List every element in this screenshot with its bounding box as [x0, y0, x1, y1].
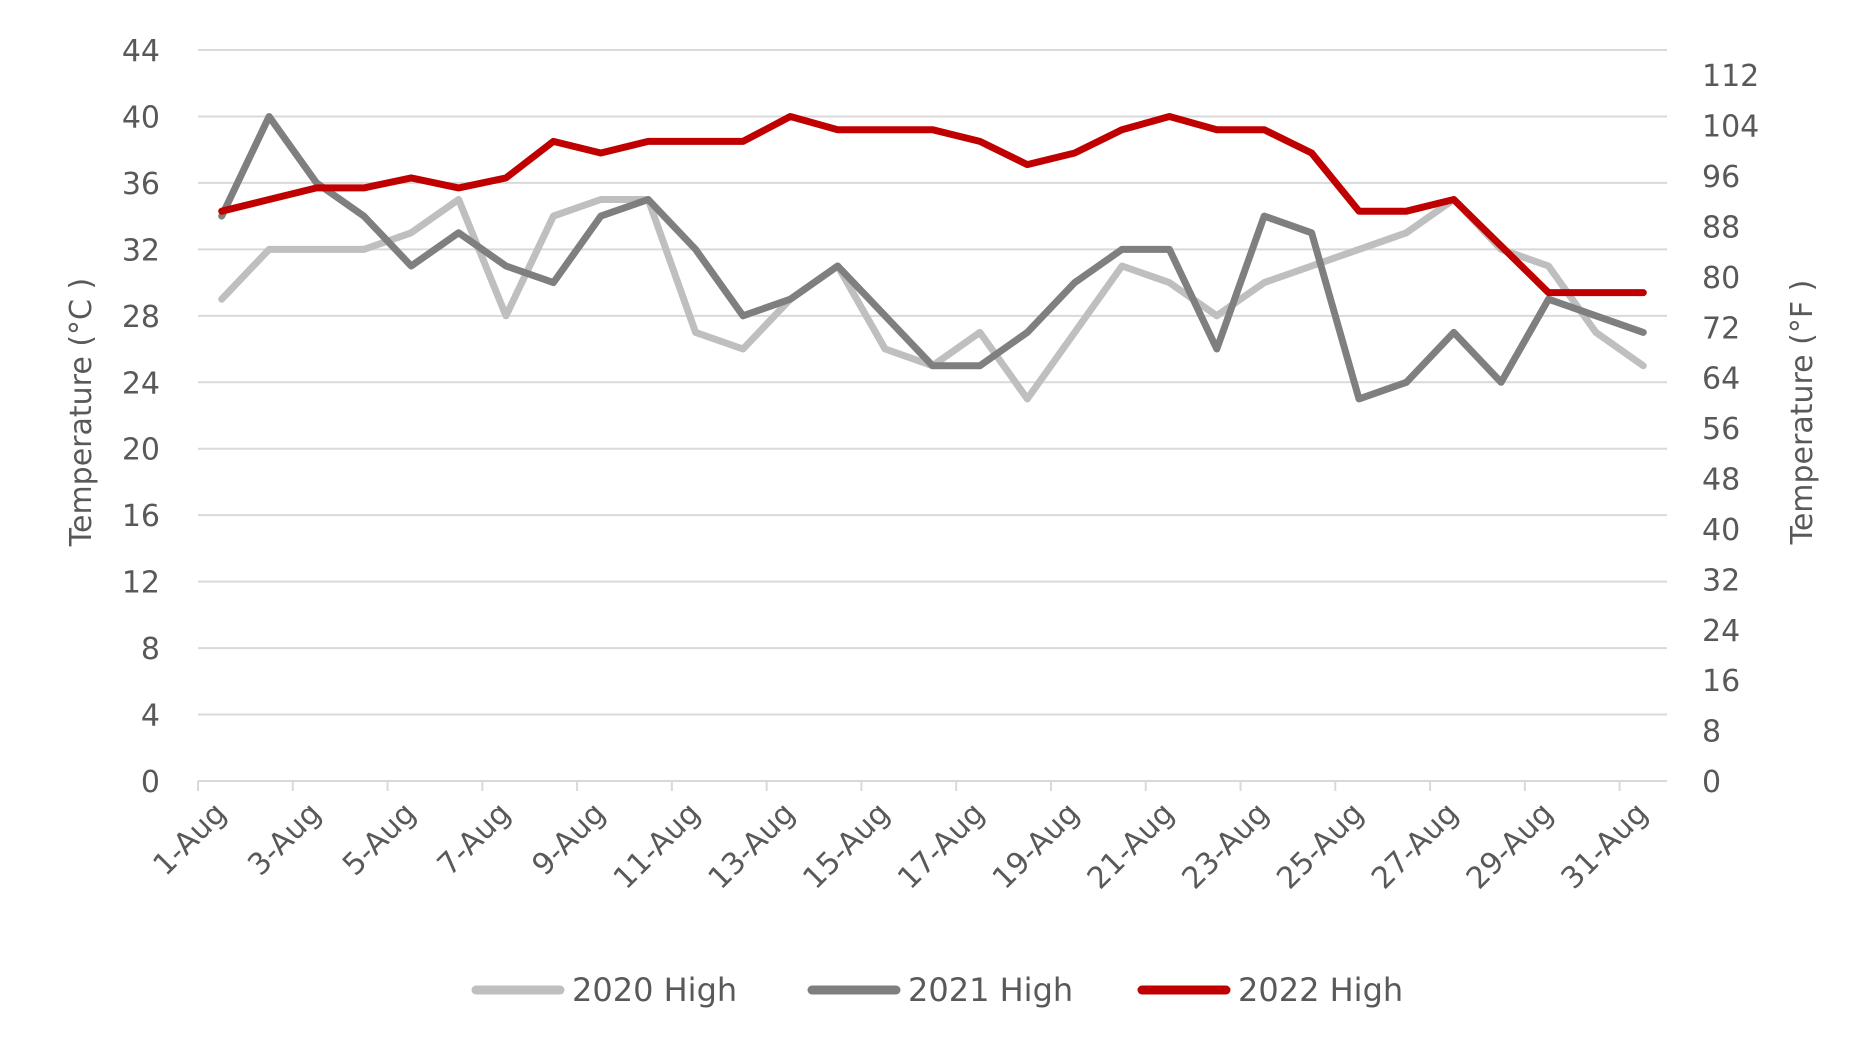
series-line-2022-high: [218, 113, 1647, 297]
legend: 2020 High 2021 High 2022 High: [471, 971, 1403, 1009]
x-tick-label: 25-Aug: [1270, 796, 1370, 896]
y-left-tick-label: 12: [122, 566, 160, 601]
x-tick-label: 21-Aug: [1081, 796, 1181, 896]
y-left-tick-label: 4: [141, 699, 160, 734]
y-left-tick-label: 8: [141, 632, 160, 667]
y-right-tick-label: 96: [1702, 160, 1740, 195]
legend-label-2022: 2022 High: [1238, 971, 1403, 1009]
x-tick-label: 23-Aug: [1176, 796, 1276, 896]
y-right-tick-label: 88: [1702, 210, 1740, 245]
x-tick-label: 13-Aug: [702, 796, 802, 896]
x-tick-label: 11-Aug: [607, 796, 707, 896]
x-tick-label: 15-Aug: [796, 796, 896, 896]
y-right-tick-label: 24: [1702, 614, 1740, 649]
y-left-tick-label: 0: [141, 765, 160, 800]
series-line-2021-high: [218, 113, 1647, 403]
y-right-tick-label: 112: [1702, 59, 1759, 94]
y-right-tick-label: 80: [1702, 261, 1740, 296]
x-tick-label: 27-Aug: [1365, 796, 1465, 896]
x-tick-label: 3-Aug: [241, 796, 328, 883]
y-right-tick-label: 0: [1702, 765, 1721, 800]
x-tick-label: 9-Aug: [526, 796, 613, 883]
x-tick-label: 1-Aug: [146, 796, 233, 883]
x-tick-label: 17-Aug: [891, 796, 991, 896]
y-axis-right: 0 8 16 24 32 40 48 56 64 72 80 88 96 104 112: [1702, 59, 1759, 800]
series-lines: [218, 113, 1647, 403]
x-tick-label: 7-Aug: [431, 796, 518, 883]
x-tick-label: 19-Aug: [986, 796, 1086, 896]
x-axis-tick-labels: 1-Aug 3-Aug 5-Aug 7-Aug 9-Aug11-Aug13-Aug15-…: [146, 796, 1654, 896]
y-axis-right-title: Temperature (°F ): [1785, 280, 1820, 546]
x-axis: [197, 780, 1667, 791]
y-left-tick-label: 36: [122, 167, 160, 202]
y-left-tick-label: 24: [122, 366, 160, 401]
gridlines: [198, 49, 1667, 716]
y-right-tick-label: 104: [1702, 110, 1759, 145]
y-right-tick-label: 16: [1702, 664, 1740, 699]
x-tick-label: 29-Aug: [1460, 796, 1560, 896]
y-right-tick-label: 40: [1702, 513, 1740, 548]
y-left-tick-label: 32: [122, 233, 160, 268]
x-tick-label: 5-Aug: [336, 796, 423, 883]
y-left-tick-label: 20: [122, 433, 160, 468]
y-right-tick-label: 72: [1702, 311, 1740, 346]
y-axis-left: 0 4 8 12 16 20 24 28 32 36 40 44: [122, 34, 160, 800]
y-right-tick-label: 32: [1702, 563, 1740, 598]
y-left-tick-label: 28: [122, 300, 160, 335]
y-axis-left-title: Temperature (°C ): [64, 278, 99, 547]
y-right-tick-label: 64: [1702, 362, 1740, 397]
y-left-tick-label: 44: [122, 34, 160, 69]
y-right-tick-label: 56: [1702, 412, 1740, 447]
legend-label-2020: 2020 High: [572, 971, 737, 1009]
legend-label-2021: 2021 High: [908, 971, 1073, 1009]
y-left-tick-label: 40: [122, 100, 160, 135]
y-left-tick-label: 16: [122, 499, 160, 534]
y-right-tick-label: 8: [1702, 715, 1721, 750]
x-tick-label: 31-Aug: [1555, 796, 1655, 896]
y-right-tick-label: 48: [1702, 463, 1740, 498]
